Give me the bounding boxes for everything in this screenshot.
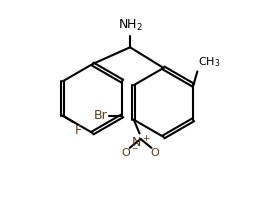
Text: CH$_3$: CH$_3$ [198,56,221,70]
Text: O$^-$   O: O$^-$ O [121,146,160,158]
Text: N$^+$: N$^+$ [131,136,150,151]
Text: Br: Br [94,109,108,122]
Text: F: F [75,124,82,137]
Text: NH$_2$: NH$_2$ [118,18,143,33]
